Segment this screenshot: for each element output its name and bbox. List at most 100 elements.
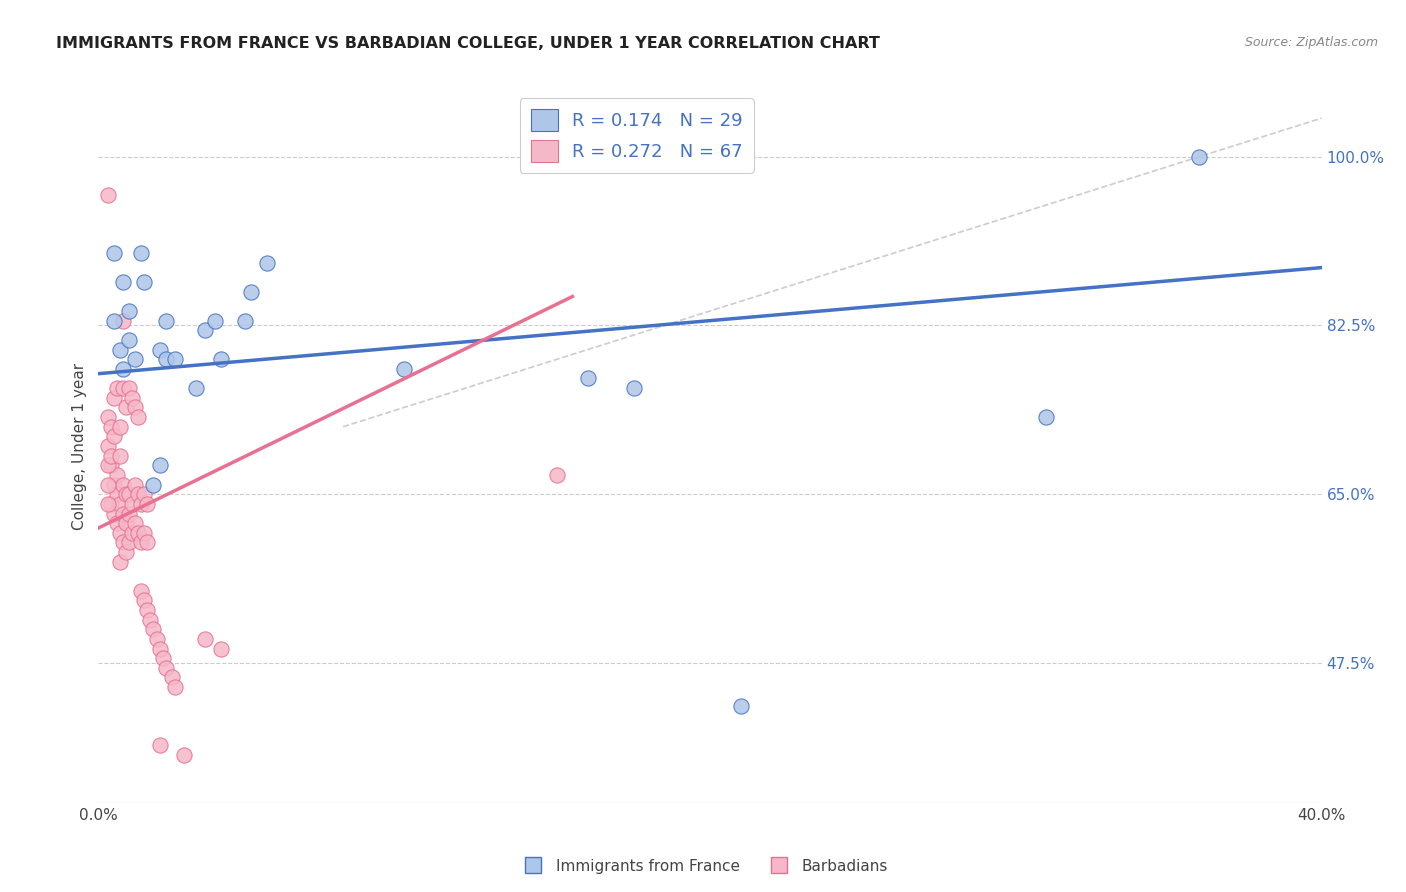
Point — [149, 458, 172, 473]
Point — [139, 613, 162, 627]
Point — [136, 497, 159, 511]
Point — [256, 256, 278, 270]
Point — [173, 747, 195, 762]
Point — [115, 401, 138, 415]
Point — [124, 352, 146, 367]
Point — [105, 467, 128, 482]
Point — [118, 333, 141, 347]
Point — [100, 419, 122, 434]
Point — [124, 477, 146, 491]
Point — [1188, 150, 1211, 164]
Point — [127, 410, 149, 425]
Point — [108, 343, 131, 357]
Point — [142, 477, 165, 491]
Point — [623, 381, 645, 395]
Point — [97, 410, 120, 425]
Point — [136, 603, 159, 617]
Point — [100, 497, 122, 511]
Point — [160, 670, 183, 684]
Point — [111, 477, 134, 491]
Point — [124, 401, 146, 415]
Point — [121, 391, 143, 405]
Point — [105, 381, 128, 395]
Point — [97, 477, 120, 491]
Y-axis label: College, Under 1 year: College, Under 1 year — [72, 362, 87, 530]
Point — [149, 738, 172, 752]
Point — [105, 487, 128, 501]
Point — [97, 188, 120, 202]
Point — [136, 535, 159, 549]
Point — [103, 246, 125, 260]
Point — [103, 477, 125, 491]
Point — [127, 525, 149, 540]
Point — [108, 449, 131, 463]
Point — [155, 352, 177, 367]
Point — [127, 487, 149, 501]
Legend: R = 0.174   N = 29, R = 0.272   N = 67: R = 0.174 N = 29, R = 0.272 N = 67 — [520, 98, 754, 173]
Point — [730, 699, 752, 714]
Point — [103, 429, 125, 443]
Point — [97, 458, 120, 473]
Point — [124, 516, 146, 530]
Point — [97, 439, 120, 453]
Point — [134, 275, 156, 289]
Point — [118, 535, 141, 549]
Point — [121, 497, 143, 511]
Point — [194, 632, 217, 646]
Point — [240, 285, 263, 299]
Text: IMMIGRANTS FROM FRANCE VS BARBADIAN COLLEGE, UNDER 1 YEAR CORRELATION CHART: IMMIGRANTS FROM FRANCE VS BARBADIAN COLL… — [56, 36, 880, 51]
Legend: Immigrants from France, Barbadians: Immigrants from France, Barbadians — [512, 853, 894, 880]
Point — [152, 651, 174, 665]
Point — [100, 449, 122, 463]
Point — [97, 497, 120, 511]
Point — [111, 507, 134, 521]
Point — [134, 525, 156, 540]
Point — [129, 246, 152, 260]
Point — [546, 467, 568, 482]
Point — [115, 487, 138, 501]
Point — [163, 680, 186, 694]
Point — [115, 545, 138, 559]
Point — [108, 497, 131, 511]
Point — [155, 661, 177, 675]
Point — [108, 525, 131, 540]
Point — [118, 381, 141, 395]
Point — [118, 487, 141, 501]
Point — [129, 583, 152, 598]
Point — [111, 313, 134, 327]
Point — [233, 313, 256, 327]
Point — [145, 632, 167, 646]
Point — [209, 352, 232, 367]
Point — [204, 313, 226, 327]
Point — [186, 381, 208, 395]
Point — [111, 275, 134, 289]
Point — [100, 458, 122, 473]
Point — [111, 535, 134, 549]
Point — [576, 371, 599, 385]
Point — [129, 497, 152, 511]
Point — [108, 419, 131, 434]
Point — [103, 391, 125, 405]
Point — [129, 535, 152, 549]
Point — [209, 641, 232, 656]
Point — [149, 641, 172, 656]
Point — [155, 313, 177, 327]
Point — [149, 343, 172, 357]
Point — [118, 507, 141, 521]
Point — [1035, 410, 1057, 425]
Point — [121, 525, 143, 540]
Point — [103, 507, 125, 521]
Point — [142, 622, 165, 636]
Point — [111, 362, 134, 376]
Point — [115, 516, 138, 530]
Point — [194, 323, 217, 337]
Point — [118, 304, 141, 318]
Point — [103, 313, 125, 327]
Point — [105, 516, 128, 530]
Point — [134, 593, 156, 607]
Point — [111, 381, 134, 395]
Point — [108, 555, 131, 569]
Point — [163, 352, 186, 367]
Text: Source: ZipAtlas.com: Source: ZipAtlas.com — [1244, 36, 1378, 49]
Point — [392, 362, 416, 376]
